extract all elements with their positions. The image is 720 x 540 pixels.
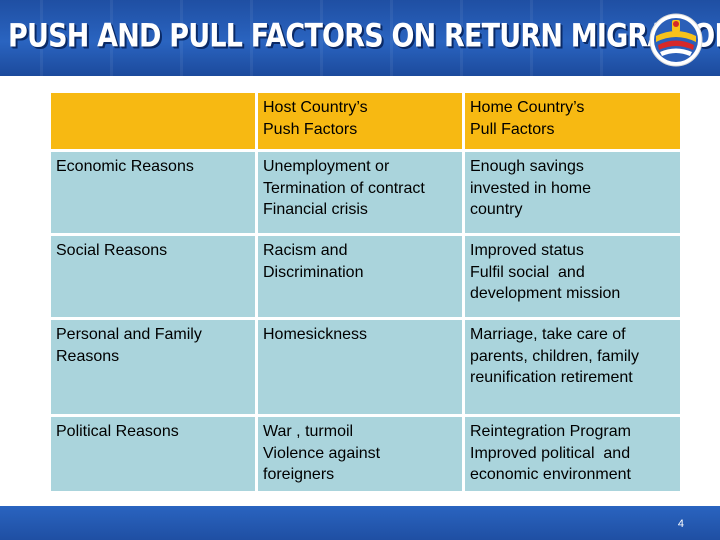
pull-cell: Improved status Fulfil social and develo…	[462, 233, 683, 320]
bar-stripe	[600, 0, 603, 76]
reason-cell: Personal and Family Reasons	[48, 317, 258, 417]
bar-stripe	[530, 0, 533, 76]
pull-cell: Enough savings invested in home country	[462, 149, 683, 236]
page-number: 4	[677, 518, 684, 530]
pull-cell: Marriage, take care of parents, children…	[462, 317, 683, 417]
bar-stripe	[180, 0, 183, 76]
bar-stripe	[110, 0, 113, 76]
slide-title: PUSH AND PULL FACTORS ON RETURN MIGRATIO…	[8, 18, 720, 55]
bar-stripe	[40, 0, 43, 76]
header-cell-pull: Home Country’s Pull Factors	[462, 90, 683, 152]
header-cell-push: Host Country’s Push Factors	[255, 90, 465, 152]
reason-cell: Economic Reasons	[48, 149, 258, 236]
push-cell: Homesickness	[255, 317, 465, 417]
title-bar: PUSH AND PULL FACTORS ON RETURN MIGRATIO…	[0, 0, 720, 76]
bar-stripe	[250, 0, 253, 76]
reason-cell: Political Reasons	[48, 414, 258, 494]
footer-bar: 4	[0, 506, 720, 540]
bar-stripe	[320, 0, 323, 76]
bar-stripe	[390, 0, 393, 76]
table-row: Social Reasons Racism and Discrimination…	[48, 233, 683, 320]
header-cell-blank	[48, 90, 258, 152]
pull-cell: Reintegration Program Improved political…	[462, 414, 683, 494]
push-cell: War , turmoil Violence against foreigner…	[255, 414, 465, 494]
push-cell: Unemployment or Termination of contract …	[255, 149, 465, 236]
table-row: Political Reasons War , turmoil Violence…	[48, 414, 683, 494]
reason-cell: Social Reasons	[48, 233, 258, 320]
table-header-row: Host Country’s Push Factors Home Country…	[48, 90, 683, 152]
bar-stripe	[460, 0, 463, 76]
round-emblem-logo-icon	[649, 13, 703, 67]
table-row: Personal and Family Reasons Homesickness…	[48, 317, 683, 417]
table-row: Economic Reasons Unemployment or Termina…	[48, 149, 683, 236]
push-cell: Racism and Discrimination	[255, 233, 465, 320]
factors-table: Host Country’s Push Factors Home Country…	[48, 90, 683, 494]
